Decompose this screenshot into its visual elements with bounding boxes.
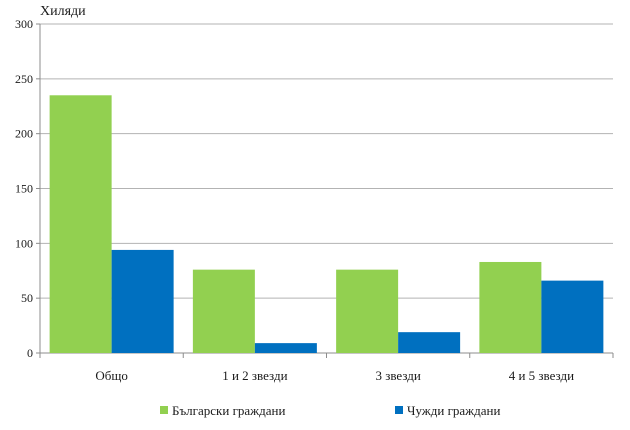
y-tick-label: 150 [15,182,33,196]
bar-bulgarian-3 [479,261,542,353]
y-axis-label: Хиляди [40,4,86,19]
bar-bulgarian-2 [336,269,399,353]
bar-bulgarian-0 [49,95,112,354]
x-tick-labels: Общо 1 и 2 звезди 3 звезди 4 и 5 звезди [95,368,574,383]
x-tick-label: 4 и 5 звезди [509,368,574,383]
x-tick-label: 1 и 2 звезди [222,368,287,383]
y-tick-label: 300 [15,17,33,31]
y-tick-labels: 0 50 100 150 200 250 300 [15,17,33,360]
x-tick-label: 3 звезди [375,368,420,383]
legend-label: Чужди граждани [407,403,501,418]
legend-swatch [395,406,403,414]
bar-foreign-2 [398,332,461,353]
y-tick-label: 200 [15,127,33,141]
bar-foreign-3 [541,280,604,353]
bar-bulgarian-1 [192,269,255,353]
y-tick-label: 0 [27,346,33,360]
y-tick-label: 250 [15,72,33,86]
bar-foreign-0 [111,249,174,353]
legend: Български граждани Чужди граждани [160,403,501,418]
legend-swatch [160,406,168,414]
y-tick-label: 50 [21,291,33,305]
bar-foreign-1 [254,343,317,353]
bars [49,95,604,354]
y-tick-label: 100 [15,236,33,250]
x-tick-label: Общо [95,368,128,383]
legend-label: Български граждани [172,403,285,418]
